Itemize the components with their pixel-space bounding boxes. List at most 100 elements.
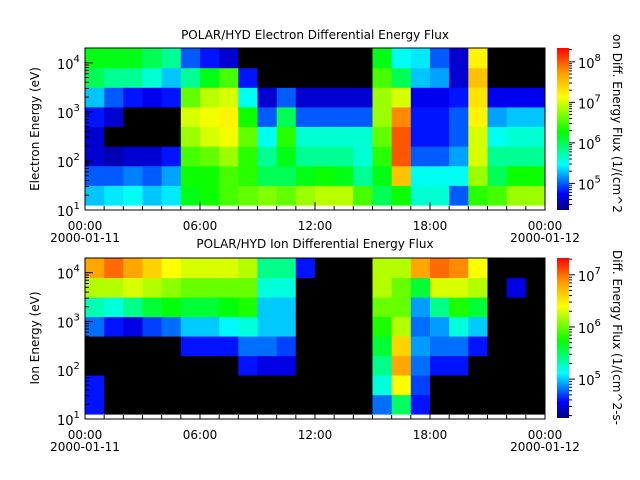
- electron-flux-cell: [219, 185, 239, 206]
- ion-flux-cell: [468, 375, 488, 396]
- electron-flux-cell: [372, 67, 393, 88]
- electron-flux-cell: [180, 87, 201, 108]
- electron-flux-cell: [410, 87, 431, 108]
- ion-flux-cell: [295, 375, 316, 396]
- ion-flux-cell: [257, 336, 278, 357]
- electron-flux-cell: [468, 106, 488, 127]
- electron-flux-cell: [161, 87, 182, 108]
- electron-flux-cell: [410, 165, 431, 186]
- ion-flux-cell: [85, 394, 105, 415]
- electron-flux-cell: [200, 67, 220, 88]
- ion-flux-cell: [372, 258, 393, 279]
- ion-flux-cell: [449, 316, 469, 337]
- ion-colorbar-tick-label: 106: [578, 318, 601, 337]
- ion-flux-cell: [410, 394, 431, 415]
- electron-flux-cell: [449, 106, 469, 127]
- electron-flux-cell: [525, 165, 546, 186]
- ion-flux-cell: [200, 336, 220, 357]
- ion-flux-cell: [391, 277, 412, 298]
- electron-flux-cell: [334, 165, 354, 186]
- electron-x-tick-label: 06:00: [183, 219, 218, 233]
- ion-x-tick-label: 12:00: [298, 428, 333, 442]
- ion-flux-cell: [180, 297, 201, 318]
- electron-flux-cell: [123, 67, 143, 88]
- electron-flux-cell: [295, 87, 316, 108]
- electron-flux-cell: [200, 87, 220, 108]
- ion-flux-cell: [85, 375, 105, 396]
- electron-flux-cell: [430, 165, 450, 186]
- electron-flux-cell: [372, 165, 393, 186]
- ion-flux-cell: [391, 394, 412, 415]
- ion-flux-cell: [161, 297, 182, 318]
- electron-flux-cell: [315, 146, 335, 167]
- ion-flux-cell: [257, 394, 278, 415]
- ion-flux-cell: [353, 394, 373, 415]
- ion-flux-cell: [104, 375, 124, 396]
- electron-flux-cell: [161, 185, 182, 206]
- electron-flux-cell: [353, 106, 373, 127]
- electron-flux-cell: [315, 126, 335, 147]
- ion-flux-cell: [353, 375, 373, 396]
- ion-y-tick-label: 103: [57, 312, 80, 331]
- ion-flux-cell: [142, 277, 163, 298]
- ion-flux-cell: [315, 316, 335, 337]
- electron-flux-cell: [315, 165, 335, 186]
- electron-flux-cell: [315, 185, 335, 206]
- ion-flux-cell: [353, 316, 373, 337]
- electron-colorbar-label: on Diff. Energy Flux (1/(cm^2: [610, 34, 624, 213]
- electron-flux-cell: [430, 67, 450, 88]
- ion-flux-cell: [506, 258, 527, 279]
- electron-flux-cell: [372, 146, 393, 167]
- electron-flux-cell: [506, 106, 527, 127]
- electron-flux-cell: [468, 146, 488, 167]
- electron-flux-cell: [200, 185, 220, 206]
- ion-flux-cell: [410, 355, 431, 376]
- electron-x-tick-label: 18:00: [413, 219, 448, 233]
- electron-flux-cell: [85, 185, 105, 206]
- ion-flux-cell: [104, 336, 124, 357]
- electron-colorbar-tick-label: 108: [578, 53, 601, 72]
- ion-flux-cell: [295, 336, 316, 357]
- ion-flux-cell: [123, 394, 143, 415]
- electron-flux-cell: [180, 48, 201, 69]
- ion-flux-cell: [525, 336, 546, 357]
- electron-flux-cell: [238, 106, 258, 127]
- electron-x-tick-label: 00:00: [68, 219, 103, 233]
- ion-flux-cell: [200, 375, 220, 396]
- electron-flux-cell: [180, 146, 201, 167]
- ion-flux-cell: [238, 316, 258, 337]
- ion-x-tick-label: 06:00: [183, 428, 218, 442]
- ion-flux-cell: [142, 336, 163, 357]
- ion-flux-cell: [200, 355, 220, 376]
- electron-x-tick-label: 12:00: [298, 219, 333, 233]
- electron-flux-cell: [85, 87, 105, 108]
- ion-panel-title: POLAR/HYD Ion Differential Energy Flux: [196, 237, 433, 251]
- electron-flux-cell: [238, 48, 258, 69]
- ion-flux-cell: [468, 316, 488, 337]
- ion-flux-cell: [123, 355, 143, 376]
- electron-flux-cell: [353, 48, 373, 69]
- ion-flux-cell: [315, 336, 335, 357]
- electron-flux-cell: [506, 67, 527, 88]
- ion-flux-cell: [276, 394, 297, 415]
- electron-flux-cell: [238, 87, 258, 108]
- electron-flux-cell: [142, 67, 163, 88]
- electron-flux-cell: [315, 48, 335, 69]
- electron-panel-title: POLAR/HYD Electron Differential Energy F…: [181, 28, 449, 42]
- ion-flux-cell: [487, 258, 508, 279]
- electron-flux-cell: [506, 126, 527, 147]
- ion-colorbar-tick-label: 105: [578, 370, 601, 389]
- ion-flux-cell: [430, 258, 450, 279]
- ion-flux-cell: [238, 375, 258, 396]
- electron-flux-cell: [372, 106, 393, 127]
- ion-flux-cell: [430, 394, 450, 415]
- ion-flux-cell: [161, 258, 182, 279]
- electron-colorbar-tick-label: 107: [578, 93, 601, 112]
- ion-flux-cell: [353, 355, 373, 376]
- ion-flux-cell: [372, 394, 393, 415]
- electron-flux-cell: [123, 106, 143, 127]
- ion-flux-cell: [430, 277, 450, 298]
- ion-flux-cell: [123, 375, 143, 396]
- electron-flux-cell: [123, 87, 143, 108]
- electron-flux-cell: [200, 165, 220, 186]
